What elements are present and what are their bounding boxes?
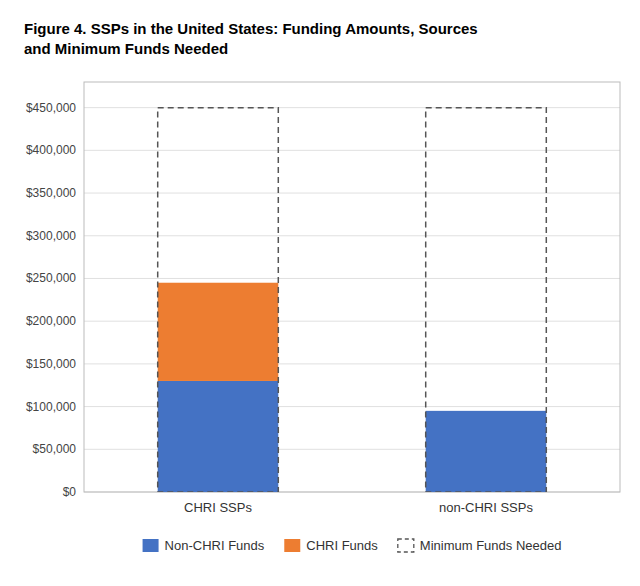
x-tick-label: non-CHRI SSPs	[439, 500, 533, 515]
x-tick-label: CHRI SSPs	[184, 500, 252, 515]
y-tick-label: $450,000	[26, 101, 76, 115]
y-tick-label: $250,000	[26, 271, 76, 285]
bar-segment	[158, 283, 279, 381]
grid	[84, 108, 620, 492]
legend-item: Minimum Funds Needed	[398, 538, 562, 553]
marks	[158, 108, 547, 492]
legend-label: Non-CHRI Funds	[165, 538, 265, 553]
y-tick-label: $300,000	[26, 229, 76, 243]
legend-swatch	[284, 539, 300, 552]
legend-swatch	[143, 539, 159, 552]
y-tick-label: $0	[63, 485, 77, 499]
plot-frame	[84, 82, 620, 492]
grid-line	[84, 150, 620, 151]
legend-label: Minimum Funds Needed	[420, 538, 562, 553]
grid-line	[84, 235, 620, 236]
legend: Non-CHRI Funds CHRI Funds Minimum Funds Ne…	[143, 538, 562, 553]
bar-segment	[426, 411, 547, 492]
subtitle: and Minimum Funds Needed	[24, 40, 228, 57]
y-tick-label: $100,000	[26, 400, 76, 414]
minimum-outline	[158, 108, 279, 492]
title: Figure 4. SSPs in the United States: Fun…	[24, 20, 478, 37]
grid-line	[84, 193, 620, 194]
y-tick-label: $150,000	[26, 357, 76, 371]
y-tick-label: $50,000	[33, 442, 77, 456]
bar-segment	[426, 410, 547, 411]
legend-label: CHRI Funds	[306, 538, 378, 553]
minimum-outline	[426, 108, 547, 492]
bar-segment	[158, 381, 279, 492]
y-tick-label: $200,000	[26, 314, 76, 328]
y-tick-label: $400,000	[26, 143, 76, 157]
legend-item: Non-CHRI Funds	[143, 538, 265, 553]
legend-item: CHRI Funds	[284, 538, 378, 553]
y-tick-label: $350,000	[26, 186, 76, 200]
grid-line	[84, 278, 620, 279]
legend-swatch	[398, 539, 414, 552]
